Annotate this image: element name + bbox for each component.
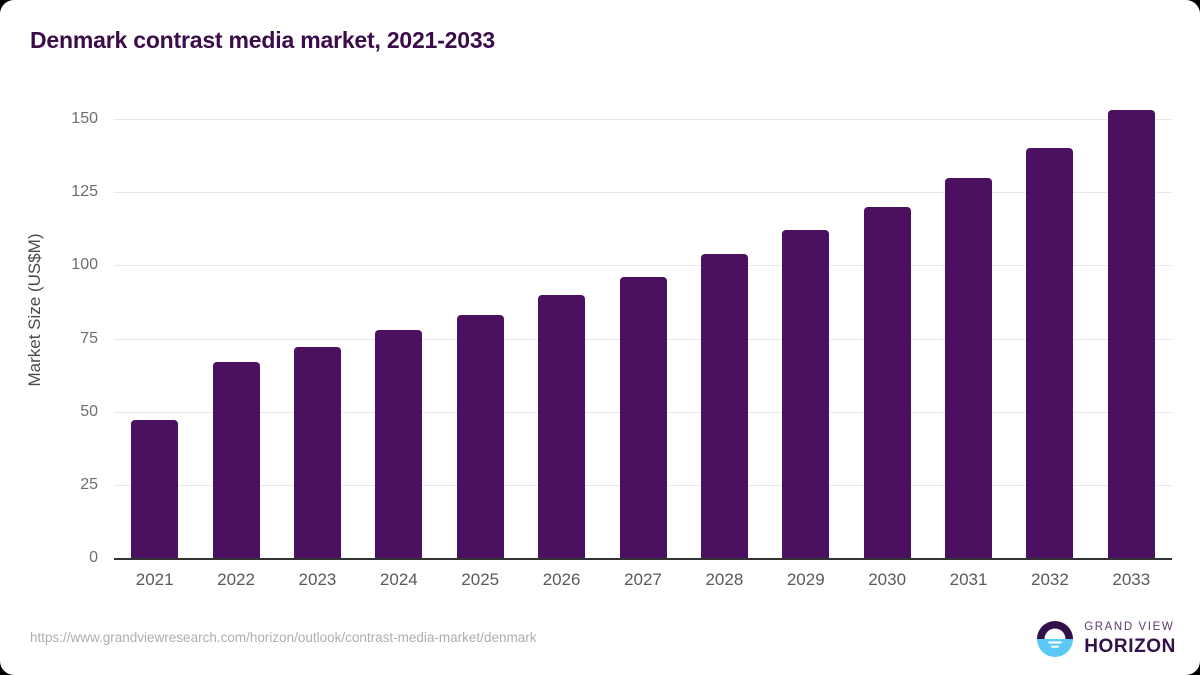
y-tick-label: 75 [80,329,98,347]
bar[interactable] [700,253,748,558]
bar[interactable] [782,230,830,558]
y-tick-label: 50 [80,402,98,420]
plot-area [114,110,1172,558]
horizon-circle-icon [1037,621,1074,657]
bar[interactable] [945,177,993,558]
y-tick-label: 0 [89,549,98,566]
source-url[interactable]: https://www.grandviewresearch.com/horizo… [30,630,537,645]
logo-text-grand-view: GRAND VIEW [1084,621,1175,634]
x-axis-line [114,558,1172,560]
bar[interactable] [131,420,179,558]
gridline [114,119,1172,120]
x-axis-tick-labels: 2021 2022 2023 2024 2025 2026 2027 2028 2029 2030… [114,570,1172,598]
y-tick-label: 125 [71,183,98,201]
x-tick-label: 2023 [298,570,337,589]
logo-text-horizon: HORIZON [1084,635,1176,657]
x-tick-label: 2029 [786,570,825,589]
page-title: Denmark contrast media market, 2021-2033 [30,27,496,53]
x-tick-label: 2027 [624,570,662,589]
bar[interactable] [212,361,260,558]
bar[interactable] [375,329,423,558]
y-tick-label: 100 [71,256,98,274]
bar[interactable] [863,206,911,558]
y-tick-label: 25 [80,475,98,493]
x-tick-label: 2031 [949,570,988,589]
x-tick-label: 2028 [705,570,744,589]
x-tick-label: 2033 [1112,570,1151,589]
x-tick-label: 2021 [135,570,174,589]
bar[interactable] [456,315,504,558]
brand-logo[interactable]: GRAND VIEW HORIZON [1036,620,1176,658]
bar[interactable] [538,294,586,558]
x-tick-label: 2030 [868,570,907,589]
x-tick-label: 2024 [379,570,418,589]
logo-wordmark: GRAND VIEW HORIZON [1084,622,1176,656]
bar[interactable] [1107,110,1155,558]
x-tick-label: 2026 [542,570,581,589]
y-axis-title: Market Size (US$M) [25,233,44,387]
bar[interactable] [619,277,667,558]
x-tick-label: 2022 [217,570,255,589]
x-tick-label: 2032 [1030,570,1069,589]
bar[interactable] [1026,148,1074,558]
x-tick-label: 2025 [461,570,500,589]
bar[interactable] [293,347,341,558]
y-axis-tick-labels: 0 25 50 75 100 125 150 [0,0,100,675]
gridline [114,265,1172,267]
y-tick-label: 150 [71,110,98,127]
gridline [114,192,1172,194]
